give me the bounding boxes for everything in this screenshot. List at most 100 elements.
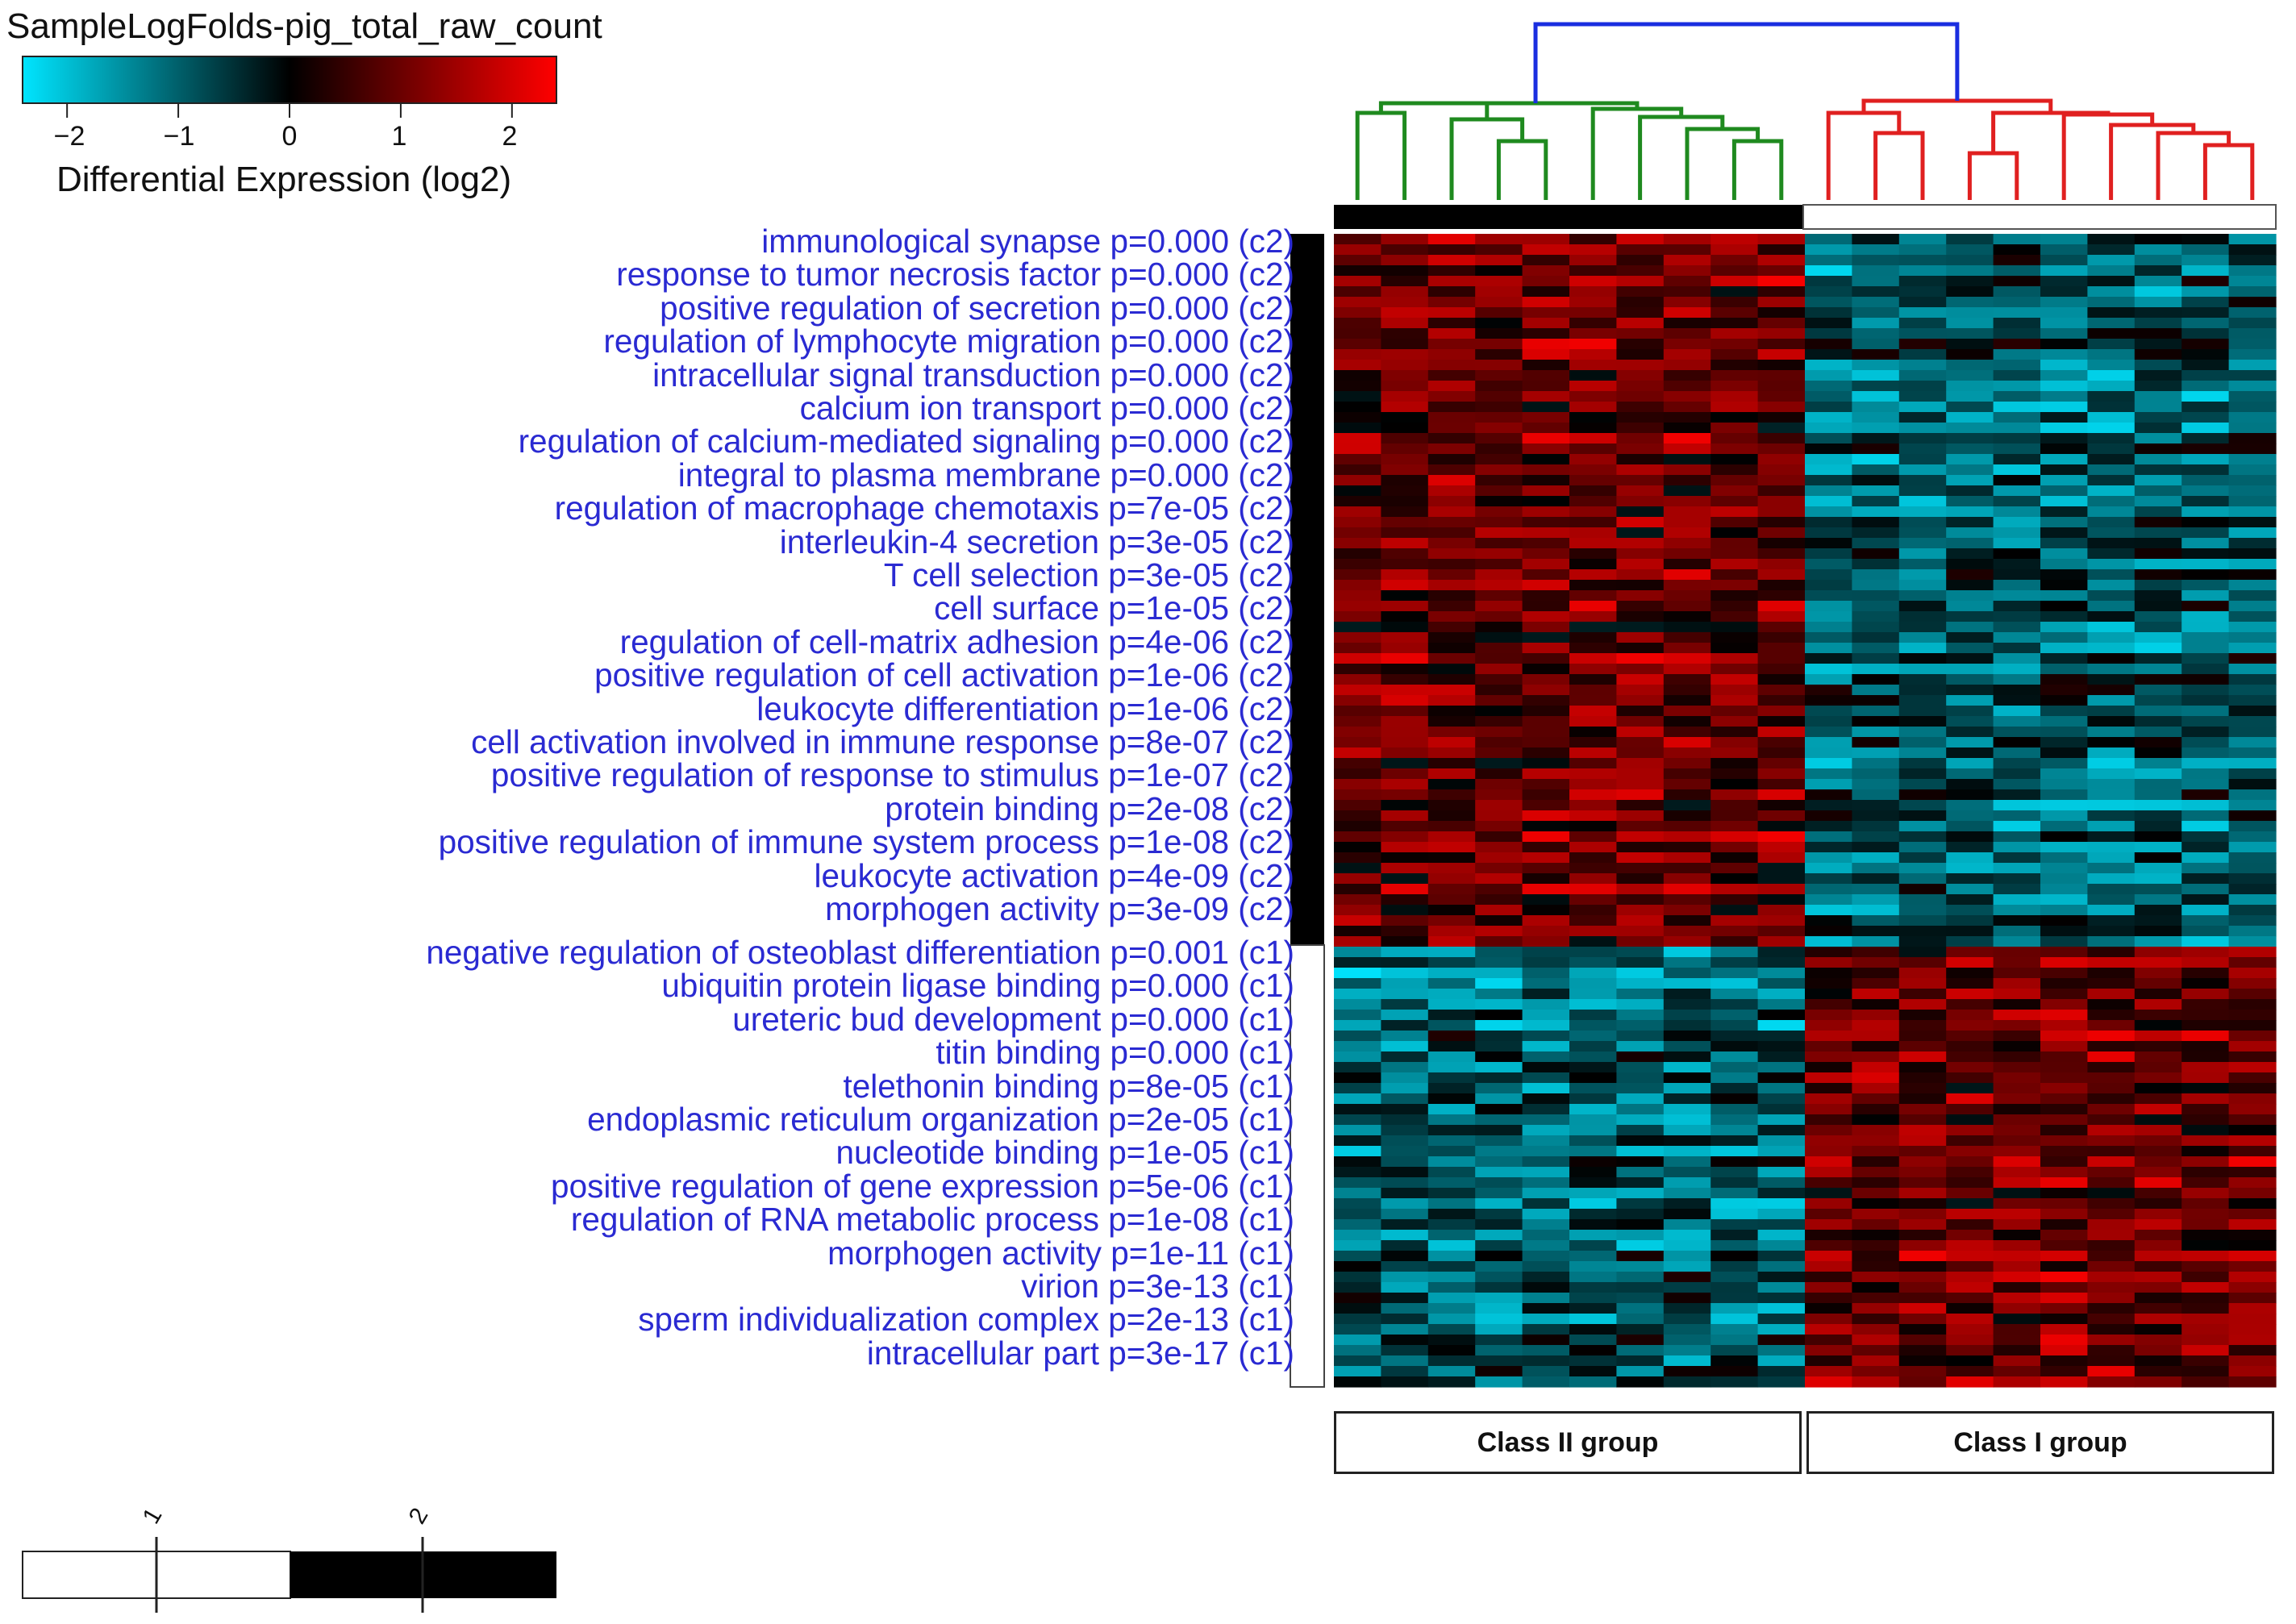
heatmap-cell <box>1898 821 1947 832</box>
heatmap-cell <box>1522 1177 1570 1189</box>
heatmap-cell <box>2087 947 2136 958</box>
heatmap-cell <box>2040 716 2088 727</box>
heatmap-cell <box>1569 381 1617 392</box>
heatmap-cell <box>1946 685 1994 696</box>
heatmap-cell <box>1852 821 1900 832</box>
heatmap-cell <box>1427 1282 1476 1293</box>
heatmap-cell <box>1993 695 2041 706</box>
heatmap-cell <box>1663 821 1711 832</box>
heatmap-cell <box>1663 1272 1711 1283</box>
heatmap-cell <box>1663 664 1711 675</box>
heatmap-cell <box>1852 842 1900 853</box>
heatmap-cell <box>1898 758 1947 769</box>
heatmap-cell <box>1427 475 1476 486</box>
heatmap-cell <box>1805 894 1852 906</box>
heatmap-cell <box>1757 443 1806 455</box>
heatmap-cell <box>2228 423 2277 434</box>
heatmap-cell <box>2087 1156 2136 1168</box>
heatmap-cell <box>1475 276 1523 287</box>
heatmap-cell <box>1427 1125 1476 1136</box>
heatmap-cell <box>2181 1010 2230 1021</box>
heatmap-cell <box>1757 632 1806 643</box>
heatmap-cell <box>1522 265 1570 277</box>
row-label: sperm individualization complex p=2e-13 … <box>638 1301 1294 1339</box>
heatmap-cell <box>1569 297 1617 308</box>
heatmap-cell <box>2087 559 2136 570</box>
heatmap-cell <box>2040 423 2088 434</box>
heatmap-cell <box>2181 1366 2230 1377</box>
heatmap-cell <box>1805 1251 1852 1262</box>
heatmap-cell <box>2181 1335 2230 1346</box>
heatmap-cell <box>1805 1072 1852 1084</box>
heatmap-cell <box>2087 727 2136 738</box>
heatmap-cell <box>1475 360 1523 371</box>
heatmap-cell <box>1381 1125 1429 1136</box>
heatmap-cell <box>1805 307 1852 319</box>
heatmap-cell <box>1711 695 1759 706</box>
heatmap-cell <box>1993 475 2041 486</box>
heatmap-cell <box>1852 423 1900 434</box>
heatmap-cell <box>1616 863 1665 874</box>
heatmap-cell <box>1805 936 1852 947</box>
heatmap-cell <box>2228 622 2277 633</box>
heatmap-cell <box>1663 1282 1711 1293</box>
heatmap-cell <box>1663 1125 1711 1136</box>
heatmap-cell <box>1805 779 1852 790</box>
heatmap-cell <box>1522 433 1570 444</box>
heatmap-cell <box>2228 685 2277 696</box>
heatmap-cell <box>1381 831 1429 843</box>
heatmap-cell <box>2181 1240 2230 1251</box>
heatmap-cell <box>1475 1261 1523 1272</box>
heatmap-cell <box>1427 517 1476 528</box>
heatmap-cell <box>1522 915 1570 927</box>
heatmap-cell <box>1427 1114 1476 1126</box>
heatmap-cell <box>1805 695 1852 706</box>
heatmap-cell <box>2228 475 2277 486</box>
heatmap-cell <box>2134 873 2182 885</box>
heatmap-cell <box>1663 381 1711 392</box>
heatmap-cell <box>1569 412 1617 423</box>
heatmap-cell <box>1334 485 1381 497</box>
heatmap-cell <box>1993 485 2041 497</box>
heatmap-cell <box>1569 926 1617 937</box>
heatmap-cell <box>1711 1114 1759 1126</box>
heatmap-cell <box>1616 978 1665 989</box>
heatmap-cell <box>2040 517 2088 528</box>
column-class-bar-class-ii <box>1334 205 1803 229</box>
heatmap-cell <box>2228 716 2277 727</box>
heatmap-cell <box>1898 412 1947 423</box>
heatmap-cell <box>1475 1167 1523 1178</box>
heatmap-cell <box>1852 255 1900 266</box>
heatmap-cell <box>1381 968 1429 979</box>
heatmap-cell <box>1381 1230 1429 1241</box>
heatmap-cell <box>1663 1366 1711 1377</box>
heatmap-cell <box>2181 464 2230 476</box>
heatmap-cell <box>1475 999 1523 1010</box>
heatmap-cell <box>1522 978 1570 989</box>
heatmap-cell <box>2181 716 2230 727</box>
heatmap-cell <box>1663 370 1711 381</box>
heatmap-cell <box>1427 768 1476 780</box>
heatmap-cell <box>2040 391 2088 402</box>
heatmap-cell <box>1522 1324 1570 1335</box>
heatmap-cell <box>2228 1355 2277 1367</box>
heatmap-cell <box>1711 1135 1759 1147</box>
heatmap-cell <box>2181 276 2230 287</box>
heatmap-cell <box>2181 747 2230 759</box>
heatmap-cell <box>1616 1188 1665 1199</box>
heatmap-cell <box>1569 989 1617 1000</box>
heatmap-cell <box>1427 810 1476 822</box>
heatmap-cell <box>1805 506 1852 518</box>
heatmap-cell <box>1711 852 1759 864</box>
heatmap-cell <box>2134 433 2182 444</box>
heatmap-cell <box>2228 1135 2277 1147</box>
heatmap-cell <box>1522 685 1570 696</box>
heatmap-cell <box>1946 842 1994 853</box>
heatmap-cell <box>1711 978 1759 989</box>
heatmap-cell <box>1522 1355 1570 1367</box>
heatmap-cell <box>2181 1072 2230 1084</box>
heatmap-cell <box>2228 968 2277 979</box>
heatmap-cell <box>2040 370 2088 381</box>
heatmap-cell <box>2228 1282 2277 1293</box>
heatmap-cell <box>1898 894 1947 906</box>
